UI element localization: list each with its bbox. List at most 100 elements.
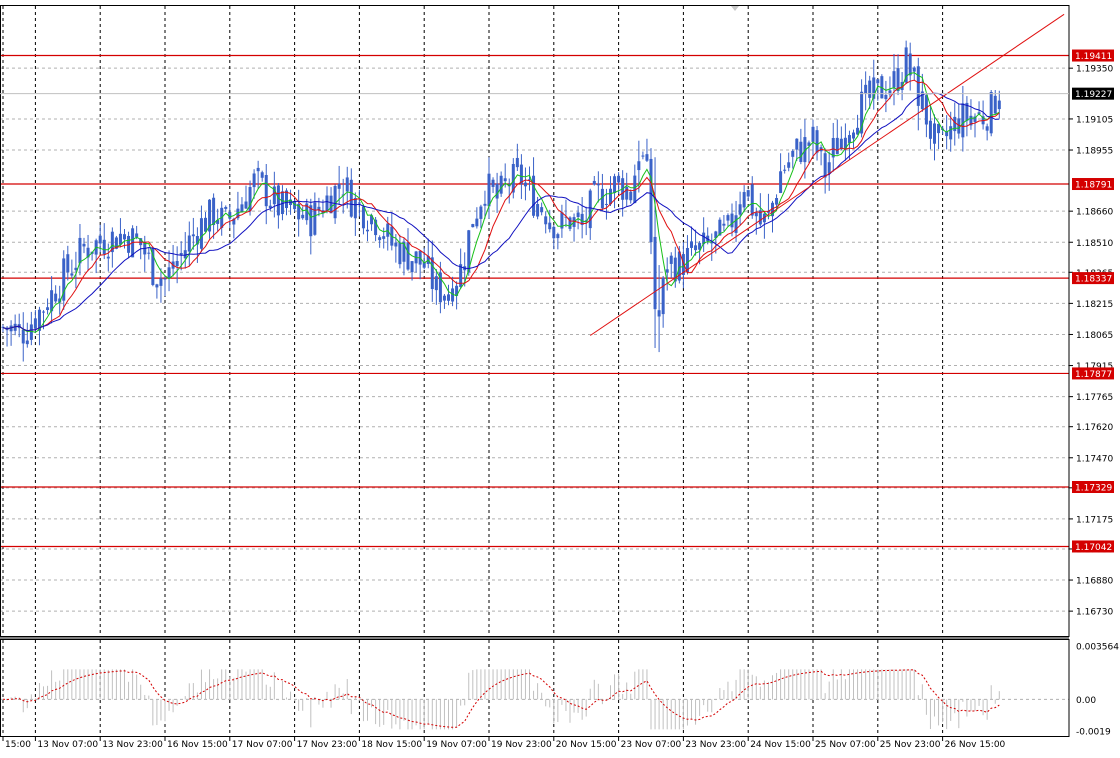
level-label-box — [1072, 480, 1114, 493]
candle-body — [244, 201, 248, 209]
candle-body — [438, 272, 442, 303]
candle-body — [374, 219, 378, 236]
y-tick-label: 1.17765 — [1076, 393, 1113, 403]
candle-body — [447, 294, 450, 301]
candle-body — [730, 213, 734, 228]
candle-body — [434, 276, 438, 291]
candle-body — [248, 186, 252, 212]
current-price-box — [1072, 87, 1114, 100]
candle-body — [118, 233, 122, 245]
candle-body — [515, 157, 519, 168]
candle-body — [536, 204, 540, 217]
candle-body — [98, 235, 102, 244]
candle-body — [722, 223, 726, 226]
candle-body — [758, 210, 762, 225]
candle-body — [467, 230, 471, 273]
candle-body — [82, 243, 86, 247]
candle-body — [540, 207, 544, 213]
candle-body — [208, 199, 212, 232]
candle-body — [568, 217, 572, 229]
x-tick-label: 26 Nov 15:00 — [945, 740, 1006, 750]
candle-body — [313, 202, 317, 235]
candle-body — [706, 235, 710, 242]
candle-body — [159, 278, 163, 286]
candle-body — [685, 247, 689, 273]
candle-body — [657, 310, 661, 317]
candle-body — [596, 183, 600, 186]
candle-body — [937, 123, 941, 134]
candle-body — [896, 68, 900, 92]
candle-body — [604, 203, 608, 205]
candle-body — [224, 206, 228, 209]
candle-body — [370, 215, 374, 225]
level-label-box — [1072, 178, 1114, 191]
candle-body — [617, 175, 621, 183]
candle-body — [920, 91, 924, 110]
candle-body — [74, 267, 78, 271]
candle-body — [754, 212, 758, 217]
candle-body — [860, 91, 864, 134]
candle-body — [690, 241, 693, 248]
candle-body — [734, 215, 738, 233]
candle-body — [977, 112, 981, 114]
candle-body — [495, 183, 499, 199]
level-label: 1.17877 — [1075, 370, 1112, 380]
candle-body — [106, 256, 110, 259]
candle-body — [904, 47, 908, 83]
candle-body — [301, 214, 305, 219]
y-tick-label: 1.17470 — [1076, 454, 1113, 464]
y-tick-label: 1.19350 — [1076, 65, 1113, 75]
candle-body — [37, 309, 41, 331]
y-tick-label: 1.18955 — [1076, 147, 1113, 157]
y-tick-label: 1.18510 — [1076, 239, 1113, 249]
candle-body — [191, 234, 195, 237]
candle-body — [212, 197, 216, 226]
candle-body — [949, 126, 953, 140]
axes: 1.19350 1.19105 1.18955 1.18660 1.18510 1.183… — [0, 5, 1119, 750]
candle-body — [285, 190, 288, 209]
candle-body — [669, 255, 673, 264]
x-tick-label: 24 Nov 15:00 — [750, 740, 811, 750]
candle-body — [710, 242, 714, 244]
candle-body — [698, 242, 702, 250]
candle-body — [503, 178, 507, 182]
level-label: 1.19411 — [1075, 52, 1112, 62]
y-tick-label: 1.17620 — [1076, 423, 1113, 433]
candle-body — [779, 171, 783, 193]
candle-body — [430, 257, 434, 290]
candle-body — [847, 135, 851, 144]
candle-body — [791, 150, 795, 157]
candle-body — [892, 71, 896, 88]
level-label: 1.18791 — [1075, 181, 1112, 191]
candle-body — [511, 163, 515, 193]
candle-body — [856, 127, 860, 135]
x-tick-label: 25 Nov 07:00 — [815, 740, 876, 750]
candle-body — [442, 295, 446, 301]
candle-body — [361, 206, 365, 229]
candle-body — [665, 269, 669, 273]
candle-body — [394, 242, 398, 247]
candle-body — [556, 234, 560, 239]
x-tick-label: 19 Nov 23:00 — [491, 740, 552, 750]
candle-body — [532, 175, 536, 216]
candle-body — [633, 175, 637, 204]
candle-body — [677, 251, 681, 281]
x-tick-label: 13 Nov 07:00 — [37, 740, 98, 750]
candle-body — [815, 130, 819, 153]
candle-body — [280, 191, 284, 215]
candle-body — [13, 323, 17, 331]
osc-signal-line — [2, 669, 1000, 728]
candle-body — [252, 173, 256, 188]
candle-body — [528, 179, 531, 181]
candle-body — [973, 116, 977, 122]
candle-body — [985, 126, 989, 131]
candle-body — [823, 153, 827, 178]
candle-body — [637, 161, 641, 171]
candle-body — [62, 258, 66, 301]
osc-y-tick-label: 0.00 — [1076, 696, 1096, 706]
main-panel-frame — [0, 5, 1070, 637]
candle-body — [272, 186, 276, 205]
candle-body — [232, 218, 236, 225]
